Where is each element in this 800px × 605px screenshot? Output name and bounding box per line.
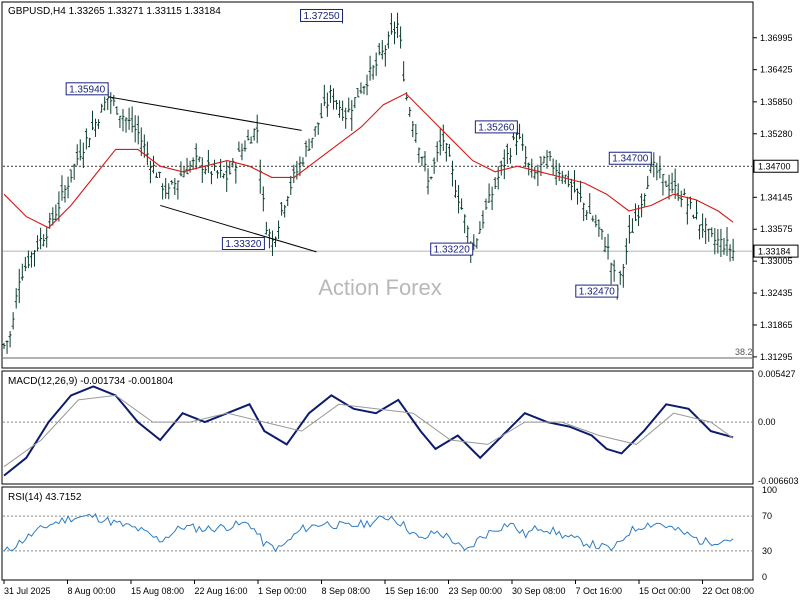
annotation-box bbox=[474, 120, 518, 134]
rsi-layer bbox=[3, 512, 752, 553]
annotation-label: 1.32470 bbox=[579, 287, 616, 298]
macd-signal-line bbox=[3, 394, 734, 468]
x-tick-label: 22 Aug 16:00 bbox=[195, 586, 248, 596]
annotation-box bbox=[608, 151, 652, 165]
x-tick-label: 8 Sep 08:00 bbox=[322, 586, 371, 596]
annotation-box bbox=[65, 82, 109, 96]
price-y-tick-label: 1.31865 bbox=[760, 320, 793, 330]
rsi-y-tick-label: 30 bbox=[762, 546, 772, 556]
price-y-tick-label: 1.36995 bbox=[760, 33, 793, 43]
x-tick-label: 31 Jul 2025 bbox=[4, 586, 51, 596]
reference-price-label: 1.34700 bbox=[758, 162, 791, 172]
x-tick-label: 23 Sep 00:00 bbox=[449, 586, 503, 596]
price-layer: 1.37250 1.35940 1.35260 1.34700 1.33320 1.332… bbox=[2, 8, 752, 359]
rsi-y-tick-label: 0 bbox=[762, 572, 767, 582]
price-y-tick-label: 1.32435 bbox=[760, 288, 793, 298]
watermark: Action Forex bbox=[318, 275, 442, 300]
rsi-panel-frame bbox=[1, 486, 754, 581]
x-tick-label: 1 Sep 00:00 bbox=[258, 586, 307, 596]
price-y-tick-label: 1.34145 bbox=[760, 192, 793, 202]
price-header: GBPUSD,H4 1.33265 1.33271 1.33115 1.3318… bbox=[8, 6, 221, 17]
rsi-line bbox=[3, 512, 734, 553]
annotation-label: 1.33320 bbox=[225, 239, 262, 250]
macd-y-tick-label: 0.005427 bbox=[758, 369, 796, 379]
current-price-label: 1.33184 bbox=[758, 247, 791, 257]
moving-average-line bbox=[3, 92, 734, 229]
x-tick-label: 22 Oct 08:00 bbox=[703, 586, 755, 596]
rsi-y-tick-label: 100 bbox=[762, 485, 777, 495]
macd-layer bbox=[3, 385, 752, 477]
price-panel-frame bbox=[1, 1, 754, 369]
macd-panel-frame bbox=[1, 370, 754, 485]
annotation-label: 1.37250 bbox=[303, 11, 340, 22]
annotation-label: 1.35260 bbox=[478, 122, 515, 133]
price-y-tick-label: 1.31295 bbox=[760, 352, 793, 362]
price-y-tick-label: 1.33005 bbox=[760, 256, 793, 266]
annotation-box bbox=[575, 284, 619, 298]
channel-line bbox=[160, 204, 317, 253]
x-tick-label: 8 Aug 00:00 bbox=[68, 586, 116, 596]
axis-layer: 1.36995 1.36425 1.35850 1.35280 1.34700 1.341… bbox=[3, 33, 799, 596]
fib-label: 38.2 bbox=[735, 347, 753, 357]
price-y-tick-label: 1.33575 bbox=[760, 224, 793, 234]
x-tick-label: 30 Sep 08:00 bbox=[512, 586, 566, 596]
macd-y-tick-label: 0.00 bbox=[758, 417, 776, 427]
macd-line bbox=[3, 385, 734, 477]
macd-header: MACD(12,26,9) -0.001734 -0.001804 bbox=[8, 376, 174, 387]
annotation-label: 1.33220 bbox=[434, 245, 471, 256]
channel-line bbox=[108, 96, 302, 131]
price-y-tick-label: 1.35280 bbox=[760, 129, 793, 139]
rsi-y-tick-label: 70 bbox=[762, 511, 772, 521]
price-y-tick-label: 1.35850 bbox=[760, 97, 793, 107]
current-price-tag bbox=[753, 244, 799, 258]
x-tick-label: 15 Aug 08:00 bbox=[131, 586, 184, 596]
rsi-header: RSI(14) 43.7152 bbox=[8, 492, 82, 503]
x-tick-label: 7 Oct 16:00 bbox=[576, 586, 623, 596]
annotation-box bbox=[300, 8, 344, 22]
x-tick-label: 15 Sep 16:00 bbox=[385, 586, 439, 596]
macd-y-tick-label: -0.006603 bbox=[758, 476, 799, 486]
annotation-box bbox=[430, 242, 474, 256]
annotation-label: 1.35940 bbox=[69, 84, 106, 95]
annotation-label: 1.34700 bbox=[612, 154, 649, 165]
annotation-box bbox=[221, 237, 265, 251]
price-y-tick-label: 1.36425 bbox=[760, 65, 793, 75]
reference-price-tag bbox=[753, 159, 799, 173]
x-tick-label: 15 Oct 00:00 bbox=[639, 586, 691, 596]
